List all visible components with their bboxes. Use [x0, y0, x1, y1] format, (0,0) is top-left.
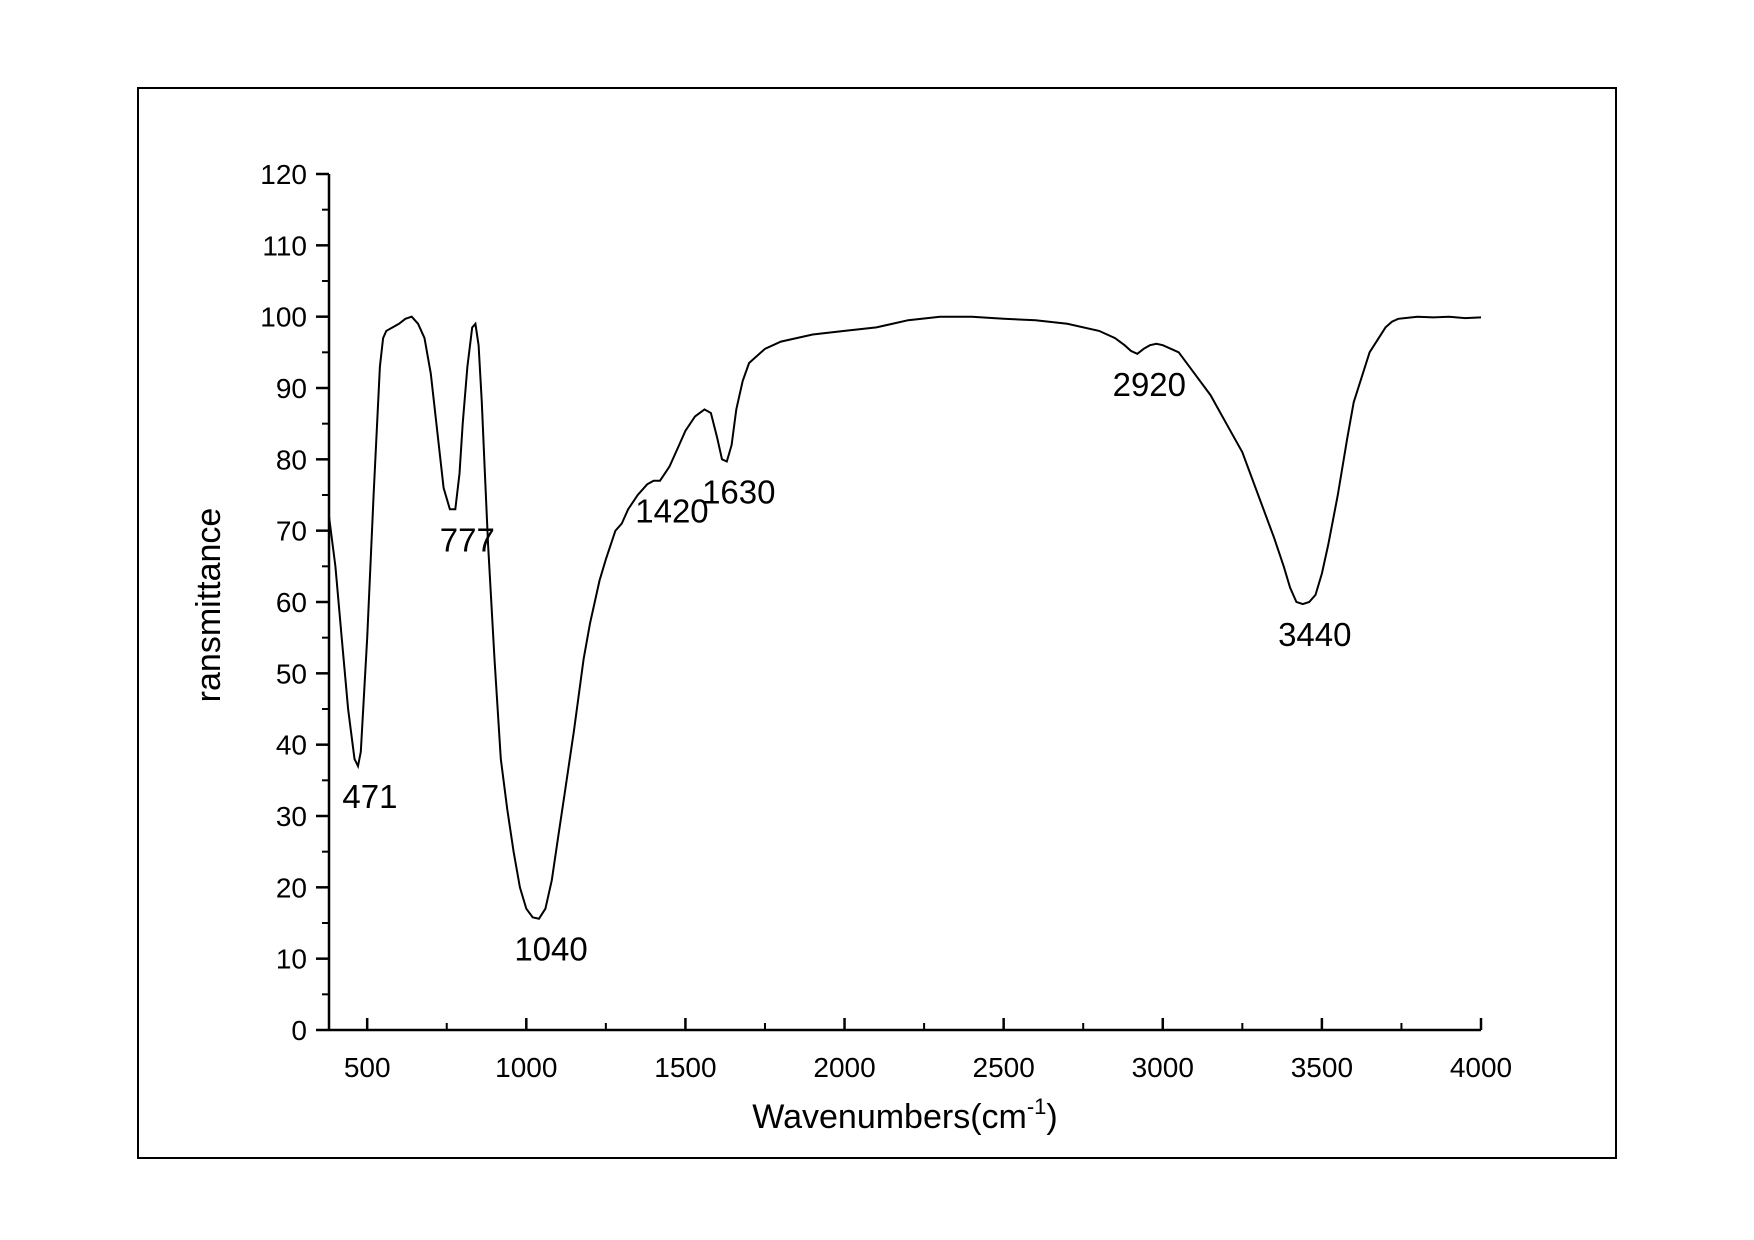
peak-label: 1630 — [702, 473, 775, 510]
x-tick-label: 3500 — [1291, 1052, 1353, 1083]
y-tick-label: 0 — [291, 1015, 307, 1046]
x-axis-title: Wavenumbers(cm-1) — [752, 1094, 1057, 1136]
figure-frame — [137, 87, 1617, 1159]
spectrum-line — [328, 315, 1482, 920]
y-tick-label: 90 — [276, 373, 307, 404]
y-tick-label: 30 — [276, 801, 307, 832]
x-ticks: 500 1000 1500 2000 2500 3000 3500 4000 — [344, 1018, 1512, 1083]
y-tick-label: 100 — [260, 302, 307, 333]
peak-label: 471 — [342, 778, 397, 815]
y-tick-label: 110 — [262, 230, 307, 261]
x-tick-label: 1000 — [495, 1052, 557, 1083]
x-tick-label: 4000 — [1450, 1052, 1512, 1083]
y-tick-label: 40 — [276, 730, 307, 761]
plot-area: 500 1000 1500 2000 2500 3000 3500 4000 0 10 20 30 4… — [260, 159, 1512, 1083]
x-tick-label: 2500 — [973, 1052, 1035, 1083]
x-tick-label: 500 — [344, 1052, 391, 1083]
peak-label: 777 — [440, 521, 495, 558]
peak-label: 1040 — [514, 931, 587, 968]
y-tick-label: 80 — [276, 444, 307, 475]
x-tick-label: 3000 — [1132, 1052, 1194, 1083]
y-tick-label: 20 — [276, 872, 307, 903]
y-tick-label: 50 — [276, 658, 307, 689]
x-tick-label: 2000 — [813, 1052, 875, 1083]
y-tick-label: 10 — [276, 944, 307, 975]
peak-label: 1420 — [635, 493, 708, 530]
y-tick-label: 120 — [260, 159, 307, 190]
peak-label: 3440 — [1278, 616, 1351, 653]
y-ticks: 0 10 20 30 40 50 60 70 80 90 100 110 120 — [260, 159, 329, 1046]
y-tick-label: 60 — [276, 587, 307, 618]
peak-label: 2920 — [1113, 366, 1186, 403]
x-tick-label: 1500 — [654, 1052, 716, 1083]
y-tick-label: 70 — [276, 516, 307, 547]
y-axis-title: ransmittance — [190, 508, 228, 703]
